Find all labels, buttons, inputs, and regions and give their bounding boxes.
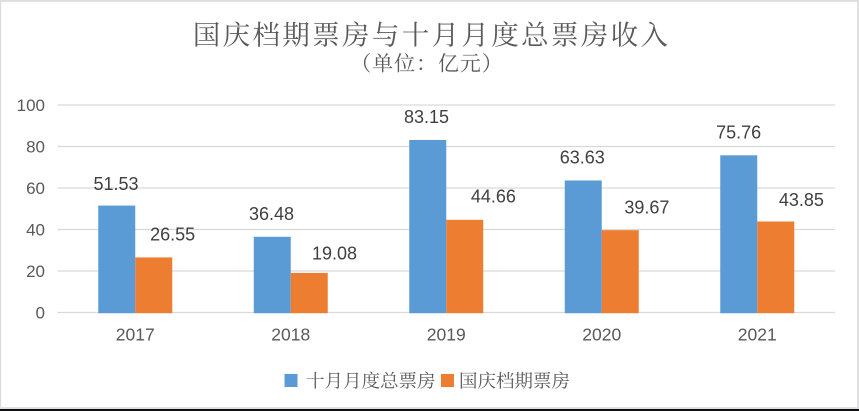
svg-text:75.76: 75.76 xyxy=(716,123,761,143)
svg-text:2019: 2019 xyxy=(427,324,466,344)
svg-text:80: 80 xyxy=(26,138,45,157)
svg-text:36.48: 36.48 xyxy=(249,204,294,224)
svg-text:2018: 2018 xyxy=(271,324,310,344)
svg-text:100: 100 xyxy=(17,96,45,115)
svg-text:63.63: 63.63 xyxy=(560,147,605,167)
svg-text:0: 0 xyxy=(36,304,45,323)
svg-text:2017: 2017 xyxy=(116,324,155,344)
svg-text:51.53: 51.53 xyxy=(93,174,138,194)
svg-text:2021: 2021 xyxy=(738,324,777,344)
svg-text:83.15: 83.15 xyxy=(404,107,449,127)
svg-text:19.08: 19.08 xyxy=(312,243,357,263)
svg-text:2020: 2020 xyxy=(582,324,621,344)
svg-text:43.85: 43.85 xyxy=(779,190,824,210)
svg-text:44.66: 44.66 xyxy=(471,187,516,207)
svg-text:26.55: 26.55 xyxy=(150,225,195,245)
svg-text:60: 60 xyxy=(26,179,45,198)
svg-text:40: 40 xyxy=(26,221,45,240)
svg-text:39.67: 39.67 xyxy=(624,198,669,218)
svg-text:20: 20 xyxy=(26,262,45,281)
